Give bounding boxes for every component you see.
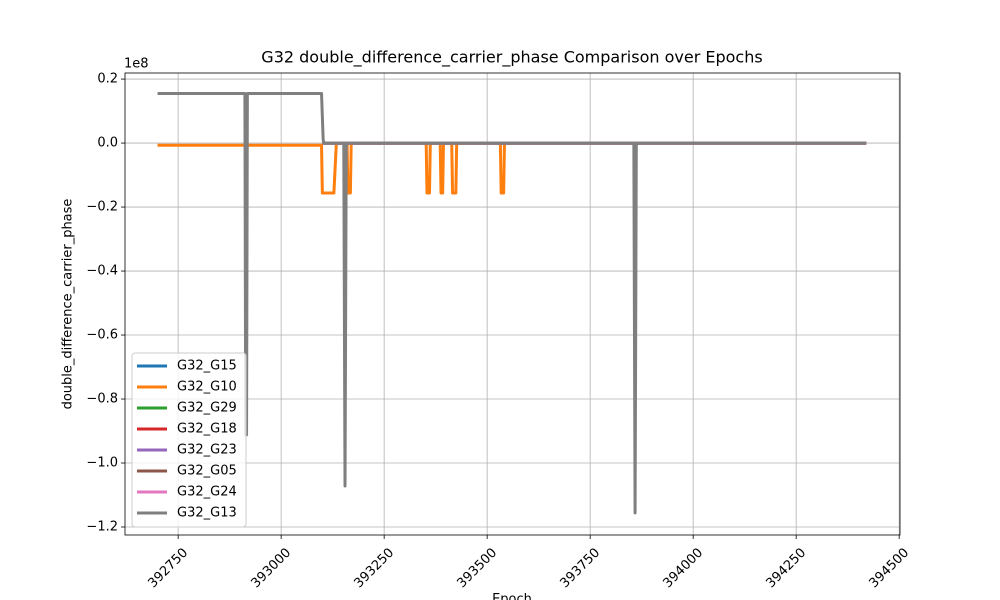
x-tick-label: 394500 [867,545,913,591]
y-scale-label: 1e8 [124,57,149,72]
x-tick-label: 393000 [248,545,294,591]
x-axis-label: Epoch [492,592,532,600]
x-tick-label: 393500 [455,545,501,591]
series-line [157,141,867,195]
legend-box [131,352,247,528]
y-tick-label: −0.4 [86,264,118,279]
y-tick-label: −0.6 [86,328,118,343]
legend-label: G32_G18 [177,422,237,437]
legend-label: G32_G15 [177,359,237,374]
x-tick-label: 393250 [351,545,397,591]
legend-label: G32_G13 [177,506,237,521]
y-tick-label: −1.2 [86,520,118,535]
chart-title: G32 double_difference_carrier_phase Comp… [261,48,762,68]
legend-label: G32_G24 [177,485,237,500]
legend-label: G32_G23 [177,443,237,458]
legend-label: G32_G10 [177,380,237,395]
series-line [157,91,867,515]
y-tick-label: 0.0 [97,136,118,151]
y-axis-label: double_difference_carrier_phase [61,199,76,410]
x-tick-label: 392750 [145,545,191,591]
legend-label: G32_G29 [177,401,237,416]
x-tick-label: 393750 [558,545,604,591]
plot-frame [124,72,901,536]
y-tick-label: −0.8 [86,392,118,407]
x-tick-label: 394000 [661,545,707,591]
x-tick-label: 394250 [764,545,810,591]
y-tick-label: −0.2 [86,200,118,215]
legend-label: G32_G05 [177,464,237,479]
y-tick-label: −1.0 [86,456,118,471]
y-tick-label: 0.2 [97,72,118,87]
